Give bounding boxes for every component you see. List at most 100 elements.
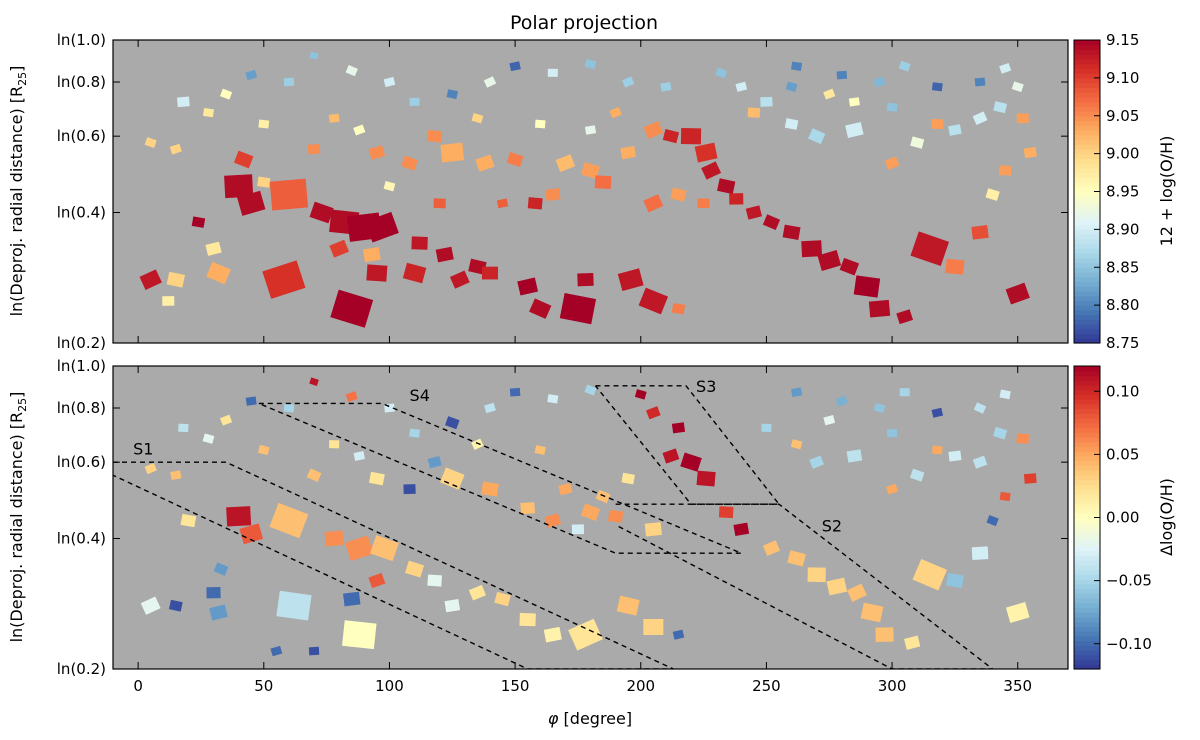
top-hii-region <box>307 143 321 155</box>
x-axis-label: φ [degree] <box>548 709 632 728</box>
top-region-group <box>139 51 1037 328</box>
bottom-colorbar-segment <box>1074 470 1100 476</box>
bottom-colorbar-segment <box>1074 432 1100 438</box>
bottom-colorbar-segment <box>1074 370 1100 377</box>
top-hii-region <box>974 77 986 87</box>
bottom-hii-region <box>276 590 312 621</box>
top-hii-region <box>206 261 231 285</box>
bottom-y-tick-label: ln(0.6) <box>57 453 106 471</box>
top-y-tick-label: ln(0.2) <box>57 334 106 352</box>
bottom-hii-region <box>909 468 925 482</box>
top-colorbar-tick-label: 8.90 <box>1106 220 1139 238</box>
top-hii-region <box>262 260 306 299</box>
bottom-outline-group <box>113 385 994 669</box>
bottom-colorbar-segment <box>1074 602 1100 609</box>
bottom-colorbar-segment <box>1074 399 1100 405</box>
bottom-colorbar-segment <box>1074 403 1100 410</box>
bottom-colorbar-segment <box>1074 574 1100 580</box>
top-hii-region <box>839 257 860 276</box>
bottom-colorbar-segment <box>1074 635 1100 642</box>
top-colorbar-tick-label: 9.15 <box>1106 31 1139 49</box>
bottom-colorbar-segment <box>1074 616 1100 623</box>
bottom-colorbar-segment <box>1074 437 1100 443</box>
bottom-colorbar-segment <box>1074 380 1100 386</box>
bottom-hii-region <box>787 550 806 567</box>
top-colorbar-segment <box>1074 333 1100 339</box>
top-hii-region <box>993 101 1008 114</box>
bottom-colorbar-segment <box>1074 508 1100 514</box>
bottom-hii-region <box>484 402 496 414</box>
bottom-colorbar-segment <box>1074 460 1100 467</box>
top-hii-region <box>853 275 881 298</box>
bottom-colorbar-segment <box>1074 384 1100 391</box>
bottom-hii-region <box>945 572 964 589</box>
top-hii-region <box>383 181 396 192</box>
bottom-colorbar-segment <box>1074 631 1100 637</box>
bottom-hii-region <box>643 618 664 635</box>
bottom-hii-region <box>662 448 680 464</box>
top-hii-region <box>886 102 898 112</box>
bottom-hii-region <box>580 503 601 521</box>
top-colorbar-segment <box>1074 215 1100 221</box>
top-hii-region <box>162 296 175 306</box>
bottom-hii-region <box>206 586 221 599</box>
top-hii-region <box>931 82 943 92</box>
bottom-hii-region <box>342 620 377 650</box>
top-hii-region <box>617 268 644 292</box>
bottom-hii-region <box>481 481 499 497</box>
bottom-colorbar-segment <box>1074 560 1100 566</box>
top-hii-region <box>330 289 374 328</box>
top-panel-background <box>113 40 1068 343</box>
bottom-colorbar: −0.10 −0.05 0.00 0.05 0.10 <box>1073 365 1152 670</box>
top-colorbar-segment <box>1074 111 1100 117</box>
top-colorbar-segment <box>1074 106 1100 112</box>
bottom-hii-region <box>886 483 899 495</box>
bottom-colorbar-tick-label: −0.10 <box>1106 635 1152 653</box>
top-hii-region <box>971 225 989 240</box>
bottom-hii-region <box>509 387 521 397</box>
top-colorbar-segment <box>1074 248 1100 254</box>
top-colorbar-segment <box>1074 63 1100 70</box>
top-colorbar-segment <box>1074 82 1100 88</box>
top-hii-region <box>680 127 702 145</box>
bottom-colorbar-segment <box>1074 427 1100 433</box>
bottom-colorbar-segment <box>1074 375 1100 381</box>
top-hii-region <box>368 145 386 160</box>
top-colorbar-segment <box>1074 338 1100 344</box>
top-hii-region <box>998 165 1012 176</box>
bottom-hii-region <box>558 483 573 496</box>
top-hii-region <box>527 197 543 210</box>
bottom-hii-region <box>972 455 988 469</box>
bottom-hii-region <box>846 583 867 602</box>
top-y-axis-label-main: ln(Deproj. radial distance) [R <box>7 86 26 317</box>
top-hii-region <box>671 302 686 315</box>
bottom-hii-region <box>544 513 562 528</box>
top-colorbar-segment <box>1074 148 1100 155</box>
top-hii-region <box>534 119 546 129</box>
top-hii-region <box>584 125 597 135</box>
outline-s4 <box>258 402 742 554</box>
top-hii-region <box>433 198 446 209</box>
top-colorbar-segment <box>1074 300 1100 306</box>
top-colorbar-segment <box>1074 87 1100 93</box>
bottom-hii-region <box>873 402 886 414</box>
top-colorbar-tick-label: 8.95 <box>1106 183 1139 201</box>
bottom-hii-region <box>671 422 686 434</box>
top-colorbar-segment <box>1074 92 1100 98</box>
top-colorbar-segment <box>1074 134 1100 141</box>
top-colorbar-segment <box>1074 305 1100 311</box>
bottom-hii-region <box>912 558 948 591</box>
top-hii-region <box>329 239 349 258</box>
bottom-hii-region <box>762 540 781 557</box>
top-hii-region <box>509 61 521 72</box>
top-hii-region <box>309 51 319 60</box>
bottom-colorbar-segment <box>1074 654 1100 661</box>
annotation-s1: S1 <box>133 439 153 458</box>
bottom-colorbar-segment <box>1074 569 1100 575</box>
top-colorbar-segment <box>1074 262 1100 268</box>
top-colorbar-segment <box>1074 210 1100 216</box>
top-hii-region <box>402 262 427 284</box>
bottom-hii-region <box>369 535 399 562</box>
bottom-colorbar-segment <box>1074 479 1100 485</box>
bottom-hii-region <box>595 489 611 504</box>
